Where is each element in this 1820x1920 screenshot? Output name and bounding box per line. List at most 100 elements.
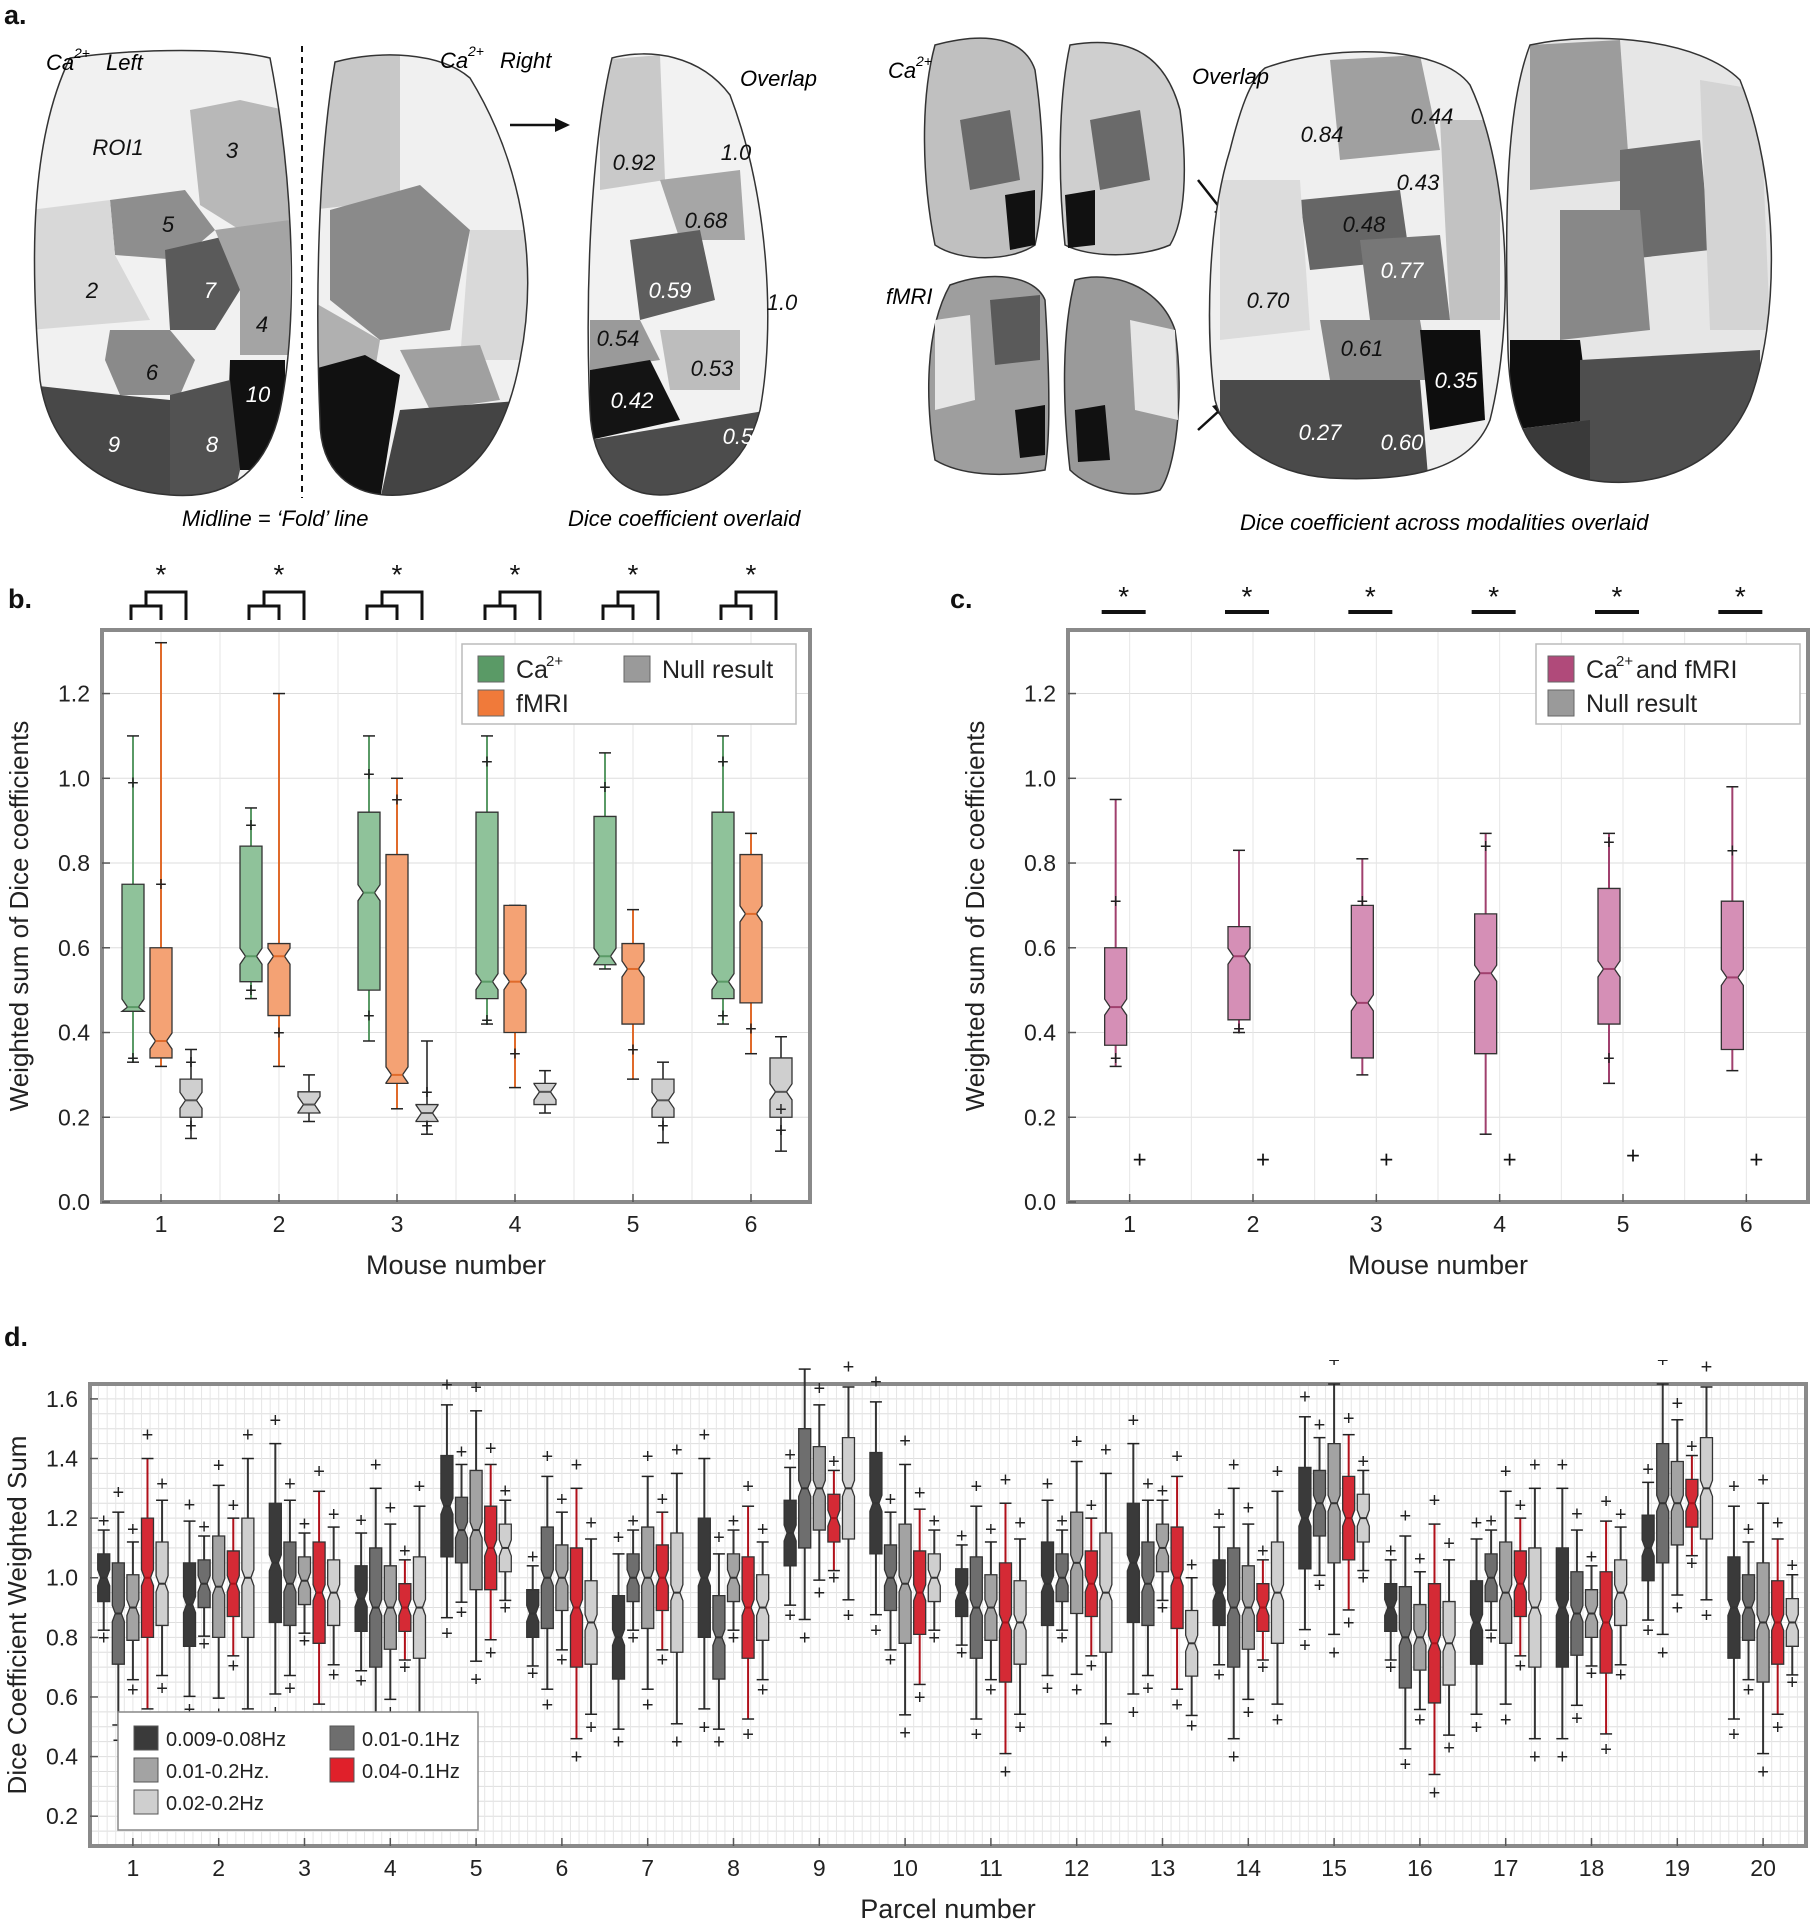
box-outlier: + <box>985 1519 997 1541</box>
box-outlier: + <box>1186 1555 1198 1577</box>
box-outlier: + <box>956 1642 968 1664</box>
y-tick-label: 1.0 <box>46 1565 78 1591</box>
box-outlier: + <box>1686 1436 1698 1458</box>
box-outlier: + <box>245 815 257 837</box>
box-outlier: + <box>485 1642 497 1664</box>
box-outlier: + <box>1642 1620 1654 1642</box>
x-tick-label: 9 <box>813 1855 826 1881</box>
box-outlier: + <box>1085 1656 1097 1678</box>
box-outlier: + <box>184 1494 196 1516</box>
box-outlier: + <box>1328 1642 1340 1664</box>
box-outlier: + <box>1429 1490 1441 1512</box>
box-outlier: + <box>642 1446 654 1468</box>
x-tick-label: 20 <box>1750 1855 1776 1881</box>
legend-swatch <box>329 1725 355 1751</box>
box-outlier: + <box>245 980 257 1002</box>
box-outlier: + <box>899 1723 911 1745</box>
box-outlier: + <box>1042 1474 1054 1496</box>
box-outlier: + <box>556 1650 568 1672</box>
box-outlier: + <box>843 1360 855 1379</box>
box-outlier: + <box>1485 1627 1497 1649</box>
box-outlier: + <box>1356 891 1368 913</box>
legend-swatch <box>477 655 505 683</box>
x-tick-label: 4 <box>1493 1211 1506 1237</box>
box-outlier: + <box>284 1474 296 1496</box>
box-outlier: + <box>698 1717 710 1739</box>
box-outlier: + <box>885 1489 897 1511</box>
legend: Ca2+ and fMRI Null result <box>1535 643 1801 725</box>
box-outlier: + <box>1443 1533 1455 1555</box>
box-outlier: + <box>1343 1612 1355 1634</box>
bracket-inner <box>129 604 163 620</box>
box-outlier: + <box>585 1512 597 1534</box>
box-outlier: + <box>1615 1504 1627 1526</box>
roi-label: 10 <box>246 382 271 407</box>
box-outlier: + <box>1257 1540 1269 1562</box>
roi-label: 7 <box>204 278 217 303</box>
legend-label: 0.01-0.1Hz <box>362 1729 460 1751</box>
legend-swatch <box>1547 655 1575 683</box>
box-outlier: + <box>775 1120 787 1142</box>
legend-label: Null result <box>662 656 773 684</box>
legend-label: Ca <box>516 656 548 684</box>
fmri-small-maps <box>928 275 1180 495</box>
box-body <box>267 942 291 1017</box>
box-outlier: + <box>1357 1568 1369 1590</box>
x-tick-label: 12 <box>1064 1855 1090 1881</box>
box-outlier: + <box>185 1116 197 1138</box>
box-outlier: + <box>1299 1635 1311 1657</box>
box-outlier: + <box>456 1441 468 1463</box>
box-outlier: + <box>1000 1469 1012 1491</box>
box-outlier: + <box>198 1516 210 1538</box>
box-outlier: + <box>757 1680 769 1702</box>
box-outlier: + <box>456 1602 468 1624</box>
x-tick-label: 13 <box>1150 1855 1176 1881</box>
box-outlier: + <box>98 1511 110 1533</box>
box-outlier: + <box>1233 1018 1245 1040</box>
box-body <box>1474 913 1498 1055</box>
legend-label: 0.01-0.2Hz. <box>166 1761 269 1783</box>
x-tick-label: 2 <box>1247 1211 1260 1237</box>
bracket-outer <box>262 590 306 620</box>
y-tick-label: 1.2 <box>1024 681 1056 707</box>
x-tick-label: 4 <box>509 1211 522 1237</box>
ca-small-prefix: Ca <box>888 58 916 83</box>
box-outlier: + <box>1500 1461 1512 1483</box>
box-outlier: + <box>828 1451 840 1473</box>
box-body <box>1350 904 1374 1059</box>
null-marker: + <box>1749 1147 1763 1174</box>
significance-star: * <box>1735 581 1746 612</box>
bracket-inner <box>247 604 281 620</box>
box-outlier: + <box>1615 1665 1627 1687</box>
box-outlier: + <box>813 1378 825 1400</box>
box-outlier: + <box>599 777 611 799</box>
y-tick-label: 0.2 <box>58 1104 90 1130</box>
box-outlier: + <box>227 1656 239 1678</box>
y-tick-label: 0.0 <box>58 1189 90 1215</box>
x-tick-label: 2 <box>273 1211 286 1237</box>
x-axis-label: Parcel number <box>860 1894 1036 1920</box>
significance-star: * <box>628 560 639 590</box>
box-outlier: + <box>813 1583 825 1605</box>
box-outlier: + <box>98 1627 110 1649</box>
x-tick-label: 14 <box>1236 1855 1262 1881</box>
overlap-value: 0.60 <box>1381 430 1425 455</box>
box-outlier: + <box>1728 1476 1740 1498</box>
box-outlier: + <box>328 1504 340 1526</box>
legend-label: fMRI <box>516 690 569 718</box>
panel-b-letter: b. <box>8 584 32 614</box>
overlap-value: 0.27 <box>1299 420 1343 445</box>
box-outlier: + <box>1014 1512 1026 1534</box>
box-outlier: + <box>485 1438 497 1460</box>
x-tick-label: 2 <box>212 1855 225 1881</box>
box-outlier: + <box>1228 1747 1240 1769</box>
box-body <box>179 1078 203 1118</box>
x-tick-label: 11 <box>979 1855 1003 1881</box>
box-outlier: + <box>928 1511 940 1533</box>
box-outlier: + <box>541 1446 553 1468</box>
x-tick-label: 5 <box>627 1211 640 1237</box>
y-tick-label: 0.2 <box>1024 1104 1056 1130</box>
box-outlier: + <box>613 1527 625 1549</box>
box-outlier: + <box>784 1444 796 1466</box>
box-outlier: + <box>384 1497 396 1519</box>
